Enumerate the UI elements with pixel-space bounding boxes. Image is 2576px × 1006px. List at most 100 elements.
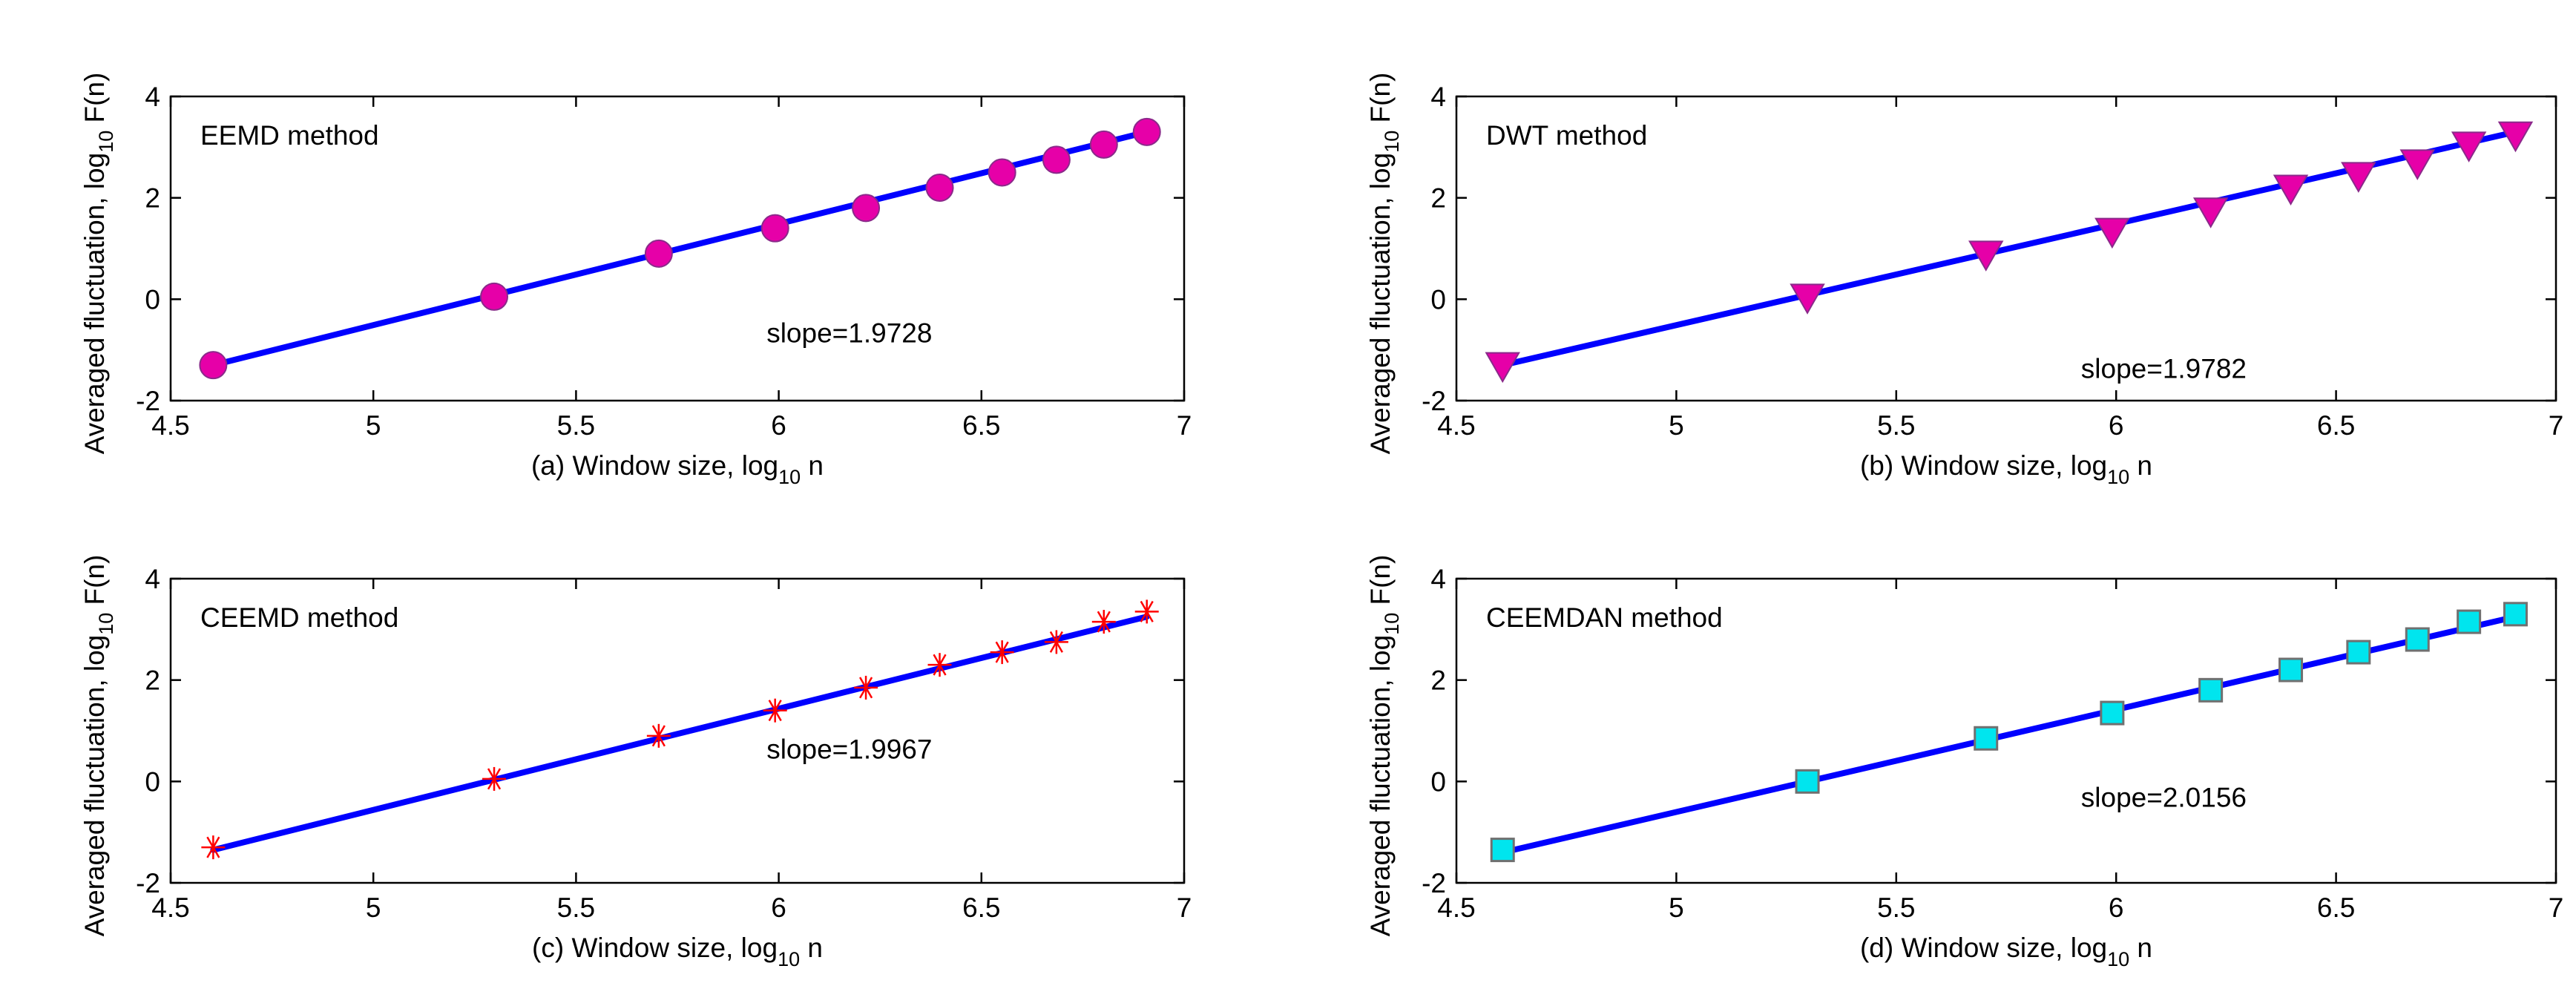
data-point xyxy=(2399,149,2435,180)
data-point xyxy=(2278,657,2304,683)
x-axis-label: (b) Window size, log10 n xyxy=(1860,450,2152,488)
chart-panel-a: 4.5 5 5.5 6 6.5 7 -2 0 2 4 (a) Window size, log10 … xyxy=(79,73,1192,488)
y-tick-label: 4 xyxy=(1430,564,1446,594)
data-point xyxy=(1790,283,1825,315)
x-axis-label: (a) Window size, log10 n xyxy=(531,450,824,488)
method-label: DWT method xyxy=(1486,120,1647,151)
chart-panel-d: 4.5 5 5.5 6 6.5 7 -2 0 2 4 (d) Window size, log10 … xyxy=(1365,555,2563,970)
slope-label: slope=1.9728 xyxy=(766,318,932,348)
data-point xyxy=(2100,700,2125,726)
x-tick-label: 6 xyxy=(771,892,786,923)
x-tick-label: 5.5 xyxy=(557,892,595,923)
data-point xyxy=(1044,630,1068,654)
data-point xyxy=(1490,838,1515,863)
data-point xyxy=(1968,240,2004,272)
x-tick-label: 7 xyxy=(1177,892,1192,923)
y-axis-label: Averaged fluctuation, log10 F(n) xyxy=(1365,73,1403,455)
y-axis-label: Averaged fluctuation, log10 F(n) xyxy=(1365,555,1403,937)
data-point xyxy=(1974,726,1999,751)
plot-frame xyxy=(1455,577,2557,884)
x-tick-label: 6.5 xyxy=(962,410,1000,441)
data-point xyxy=(854,675,878,700)
data-point xyxy=(1795,769,1820,794)
method-label: EEMD method xyxy=(200,120,379,151)
method-label: CEEMDAN method xyxy=(1486,602,1723,633)
x-tick-label: 6 xyxy=(2109,410,2124,441)
x-tick-label: 4.5 xyxy=(1437,410,1475,441)
data-point xyxy=(1091,610,1116,634)
y-tick-label: 0 xyxy=(145,766,160,797)
y-tick-label: 4 xyxy=(145,564,160,594)
y-tick-label: 0 xyxy=(145,284,160,315)
y-tick-label: -2 xyxy=(136,868,160,898)
plot-frame xyxy=(169,577,1186,884)
y-axis-label: Averaged fluctuation, log10 F(n) xyxy=(79,73,117,455)
data-point xyxy=(763,698,787,723)
x-tick-label: 5 xyxy=(366,410,381,441)
x-tick-label: 7 xyxy=(1177,410,1192,441)
data-point xyxy=(2341,162,2376,193)
data-point xyxy=(646,723,671,748)
data-point xyxy=(2503,602,2528,627)
data-point xyxy=(1089,130,1118,159)
data-point xyxy=(2346,640,2371,665)
data-point xyxy=(927,653,952,677)
x-tick-label: 6 xyxy=(771,410,786,441)
y-tick-label: 2 xyxy=(145,183,160,214)
slope-label: slope=1.9967 xyxy=(766,734,932,765)
x-tick-label: 7 xyxy=(2549,410,2564,441)
slope-label: slope=2.0156 xyxy=(2081,783,2247,813)
fit-line xyxy=(210,614,1150,853)
y-tick-label: -2 xyxy=(1422,386,1446,416)
x-tick-label: 5 xyxy=(1669,410,1684,441)
slope-label: slope=1.9782 xyxy=(2081,353,2247,384)
x-tick-label: 5.5 xyxy=(1877,410,1915,441)
x-tick-label: 5.5 xyxy=(557,410,595,441)
data-point xyxy=(2497,121,2534,153)
data-point xyxy=(644,239,673,268)
data-point xyxy=(925,174,954,202)
method-label: CEEMD method xyxy=(200,602,398,633)
data-point xyxy=(852,194,881,223)
x-axis-label: (c) Window size, log10 n xyxy=(532,933,823,970)
data-point xyxy=(480,282,509,311)
x-tick-label: 6 xyxy=(2109,892,2124,923)
data-point xyxy=(2192,197,2229,229)
x-tick-label: 4.5 xyxy=(151,410,189,441)
data-point xyxy=(2451,131,2487,162)
y-tick-label: 4 xyxy=(1430,82,1446,112)
data-point xyxy=(760,214,789,243)
y-tick-label: -2 xyxy=(1422,868,1446,898)
data-point xyxy=(1042,145,1071,174)
x-tick-label: 6.5 xyxy=(2317,410,2355,441)
x-tick-label: 7 xyxy=(2549,892,2564,923)
chart-panel-c: 4.5 5 5.5 6 6.5 7 -2 0 2 4 (c) Window size, log10 … xyxy=(79,555,1192,970)
y-tick-label: 4 xyxy=(145,82,160,112)
data-point xyxy=(1134,599,1159,624)
x-tick-label: 6.5 xyxy=(962,892,1000,923)
y-tick-label: -2 xyxy=(136,386,160,416)
x-tick-label: 5 xyxy=(1669,892,1684,923)
data-point xyxy=(988,158,1016,187)
data-point xyxy=(2405,627,2430,652)
x-tick-label: 5 xyxy=(366,892,381,923)
x-tick-label: 6.5 xyxy=(2317,892,2355,923)
y-tick-label: 0 xyxy=(1430,284,1446,315)
data-point xyxy=(2198,677,2224,703)
y-tick-label: 2 xyxy=(145,665,160,696)
y-axis-label: Averaged fluctuation, log10 F(n) xyxy=(79,555,117,937)
x-tick-label: 4.5 xyxy=(1437,892,1475,923)
data-point xyxy=(1485,352,1520,384)
data-point xyxy=(990,640,1014,665)
y-tick-label: 0 xyxy=(1430,766,1446,797)
data-point xyxy=(2273,174,2309,206)
data-point xyxy=(201,835,226,860)
data-point xyxy=(482,766,507,791)
y-tick-label: 2 xyxy=(1430,665,1446,696)
y-tick-label: 2 xyxy=(1430,183,1446,214)
x-axis-label: (d) Window size, log10 n xyxy=(1860,933,2152,970)
data-point xyxy=(1132,117,1161,146)
x-tick-label: 5.5 xyxy=(1877,892,1915,923)
x-tick-label: 4.5 xyxy=(151,892,189,923)
